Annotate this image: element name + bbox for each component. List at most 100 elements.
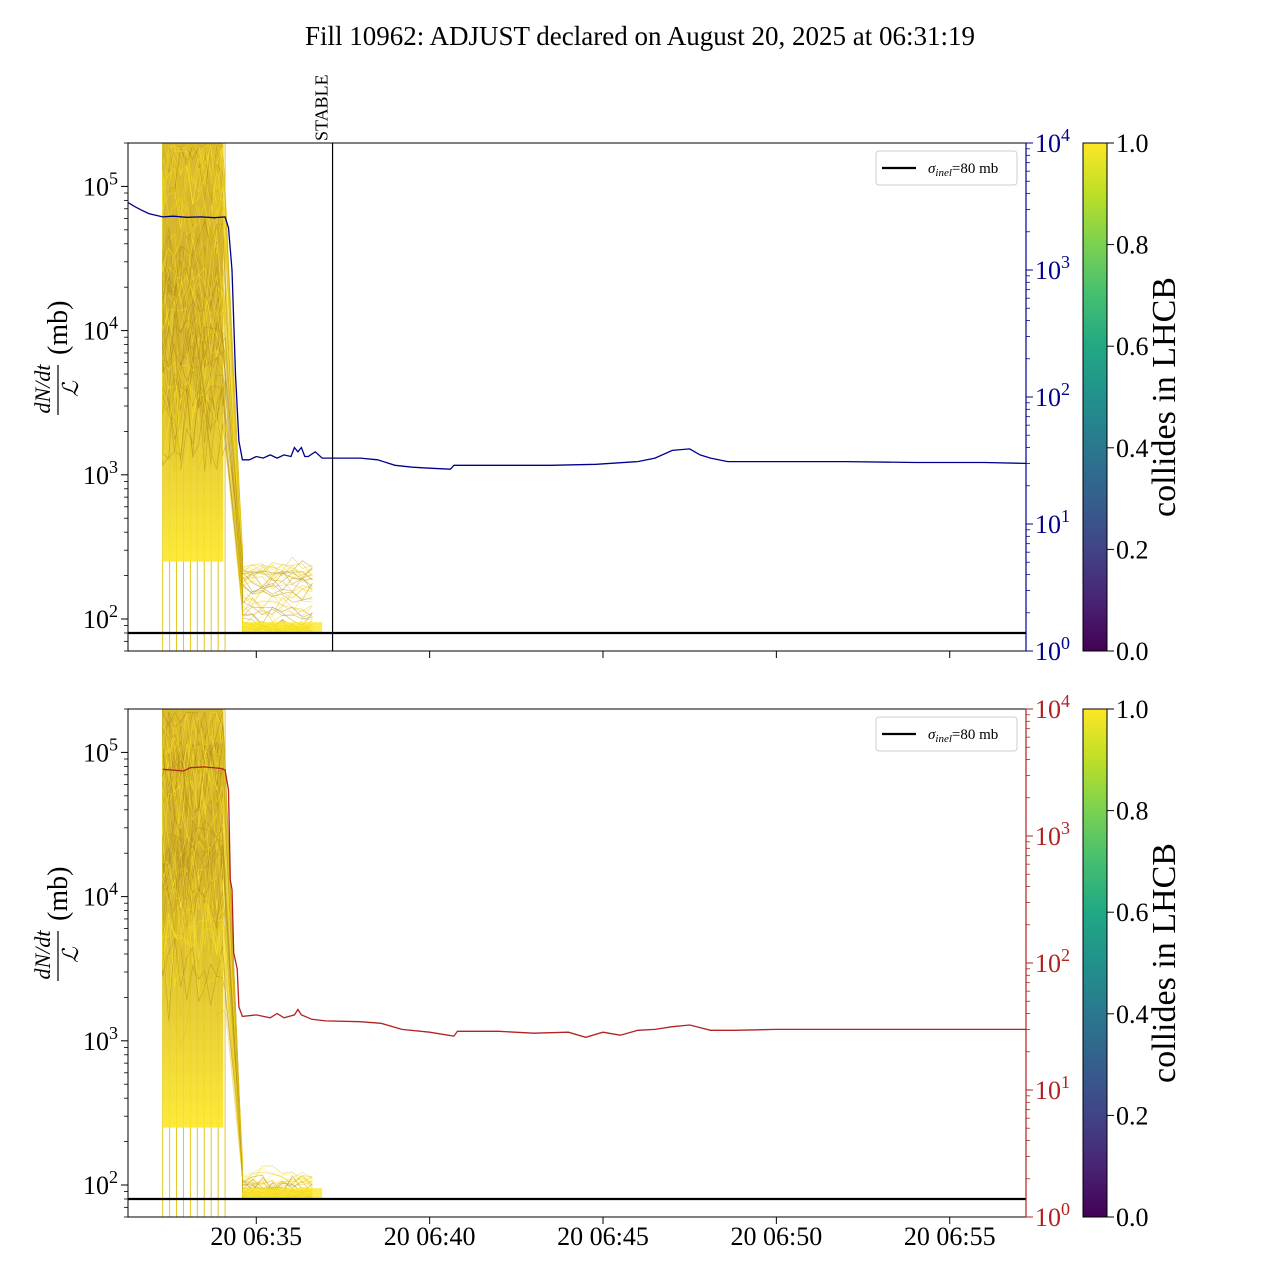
legend-sigma: σ: [928, 727, 936, 743]
y-tick-label: 105: [83, 168, 118, 201]
bunch-trace: [162, 792, 313, 1192]
y-tick-label: 102: [83, 1167, 118, 1200]
y-axis-label: dN/dt ℒ (mb): [30, 301, 83, 415]
x-tick-label: 20 06:50: [730, 1222, 822, 1251]
y-axis-label: dN/dt ℒ (mb): [30, 867, 83, 981]
y2-tick-label: 101: [1035, 506, 1070, 539]
y-tick-label: 104: [83, 879, 118, 912]
legend-box: [875, 716, 1018, 752]
y-tick-label: 103: [83, 1023, 118, 1056]
y-label-numerator: dN/dt: [30, 364, 55, 414]
y2-tick-exponent: 2: [1061, 379, 1070, 399]
colorbar-tick-label: 0.8: [1116, 231, 1149, 260]
colorbar-tick-label: 0.0: [1116, 1203, 1149, 1232]
y-tick-base: 10: [83, 738, 109, 767]
bottom-colorbar: 0.0 0.2 0.4 0.6 0.8 1.0 collides in LHCB: [1082, 695, 1183, 1232]
y-tick-label: 102: [83, 601, 118, 634]
y2-tick-base: 10: [1035, 256, 1061, 285]
plot-area: [128, 143, 1026, 651]
y2-tick-base: 10: [1035, 1203, 1061, 1232]
colorbar-label: collides in LHCB: [1146, 277, 1183, 517]
y2-tick-exponent: 4: [1061, 125, 1070, 145]
legend-subscript: inel: [935, 733, 952, 745]
x-tick-label: 20 06:45: [557, 1222, 649, 1251]
axes-frame: [127, 142, 1027, 652]
legend-value: =80 mb: [952, 727, 998, 743]
y-tick-exponent: 4: [109, 313, 118, 333]
y2-tick-base: 10: [1035, 1076, 1061, 1105]
y-tick-exponent: 5: [109, 734, 118, 754]
colorbar-tick-label: 0.0: [1116, 637, 1149, 666]
legend-value: =80 mb: [952, 161, 998, 177]
y2-tick-label: 103: [1035, 818, 1070, 851]
bunch-trace: [162, 356, 313, 601]
colorbar-tick-label: 0.4: [1116, 434, 1149, 463]
y2-tick-base: 10: [1035, 822, 1061, 851]
y2-tick-exponent: 3: [1061, 818, 1070, 838]
y2-tick-label: 102: [1035, 945, 1070, 978]
y2-tick-base: 10: [1035, 383, 1061, 412]
y2-tick-exponent: 2: [1061, 945, 1070, 965]
stable-label: STABLE: [312, 74, 332, 141]
colorbar-label: collides in LHCB: [1146, 843, 1183, 1083]
rate-series-line: [128, 201, 1026, 470]
y2-tick-exponent: 3: [1061, 252, 1070, 272]
y2-tick-exponent: 0: [1061, 1199, 1070, 1219]
colorbar-tick-label: 0.8: [1116, 797, 1149, 826]
legend: σinel=80 mb: [875, 150, 1018, 186]
colorbar-tick-label: 1.0: [1116, 695, 1149, 724]
y-label-denominator: ℒ: [58, 946, 83, 963]
y-label-unit: (mb): [43, 867, 74, 921]
x-tick-label: 20 06:40: [384, 1222, 476, 1251]
bunch-trace: [162, 266, 313, 618]
y2-tick-label: 103: [1035, 252, 1070, 285]
bunch-tail: [242, 622, 323, 633]
y2-tick-base: 10: [1035, 695, 1061, 724]
y2-tick-base: 10: [1035, 129, 1061, 158]
y2-tick-base: 10: [1035, 949, 1061, 978]
y2-tick-label: 104: [1035, 125, 1070, 158]
legend-box: [875, 150, 1018, 186]
y-tick-exponent: 3: [109, 1023, 118, 1043]
top-colorbar: 0.0 0.2 0.4 0.6 0.8 1.0 collides in LHCB: [1082, 129, 1183, 666]
bunch-trace: [162, 765, 313, 1192]
y-tick-base: 10: [83, 317, 109, 346]
y2-tick-exponent: 1: [1061, 1072, 1070, 1092]
bunch-trace: [162, 319, 313, 626]
axes-frame: [127, 708, 1027, 1218]
bunch-trace: [162, 198, 313, 617]
y2-tick-exponent: 0: [1061, 633, 1070, 653]
rate-series-line: [162, 766, 1026, 1038]
y2-tick-label: 101: [1035, 1072, 1070, 1105]
y-tick-exponent: 2: [109, 601, 118, 621]
colorbar-tick-label: 1.0: [1116, 129, 1149, 158]
colorbar-gradient: [1082, 708, 1108, 1218]
colorbar-gradient: [1082, 142, 1108, 652]
y-tick-exponent: 3: [109, 457, 118, 477]
y-tick-base: 10: [83, 883, 109, 912]
colorbar-tick-label: 0.2: [1116, 535, 1149, 564]
y2-tick-label: 100: [1035, 1199, 1070, 1232]
colorbar-tick-label: 0.6: [1116, 898, 1149, 927]
bunch-trace: [162, 145, 313, 620]
colorbar-tick-label: 0.4: [1116, 1000, 1149, 1029]
y-tick-label: 103: [83, 457, 118, 490]
y2-tick-exponent: 1: [1061, 506, 1070, 526]
y2-tick-label: 100: [1035, 633, 1070, 666]
legend-subscript: inel: [935, 167, 952, 179]
y-label-denominator: ℒ: [58, 380, 83, 397]
bunch-tail: [242, 1188, 323, 1199]
x-tick-label: 20 06:55: [904, 1222, 996, 1251]
legend-label: σinel=80 mb: [928, 161, 998, 179]
colorbar-tick-label: 0.2: [1116, 1101, 1149, 1130]
bunch-trace: [162, 909, 313, 1188]
y-tick-base: 10: [83, 1171, 109, 1200]
legend: σinel=80 mb: [875, 716, 1018, 752]
y-tick-label: 105: [83, 734, 118, 767]
y2-tick-label: 104: [1035, 691, 1070, 724]
y2-tick-base: 10: [1035, 510, 1061, 539]
y-tick-exponent: 5: [109, 168, 118, 188]
